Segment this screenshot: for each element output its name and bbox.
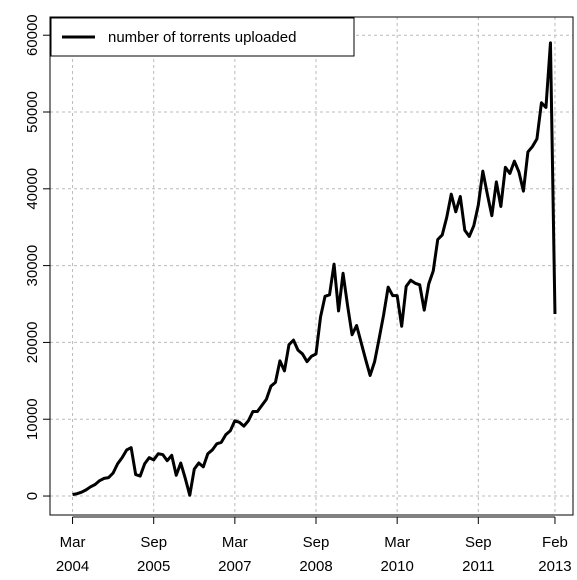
y-tick-label: 60000: [24, 14, 41, 56]
y-tick-label: 50000: [24, 91, 41, 133]
legend-label: number of torrents uploaded: [108, 29, 296, 46]
x-tick-label: Sep 2011: [462, 534, 494, 575]
legend-box: [50, 17, 355, 57]
y-tick-label: 40000: [24, 168, 41, 210]
y-tick-label: 0: [24, 492, 41, 500]
y-tick-label: 20000: [24, 322, 41, 364]
x-tick-label: Mar 2004: [56, 534, 89, 575]
y-tick-label: 30000: [24, 245, 41, 287]
data-line: [72, 41, 557, 497]
x-tick-label: Mar 2007: [218, 534, 251, 575]
y-tick-label: 10000: [24, 398, 41, 440]
x-tick-label: Feb 2013: [538, 534, 571, 575]
x-tick-label: Sep 2005: [137, 534, 170, 575]
x-tick-label: Sep 2008: [299, 534, 332, 575]
x-tick-label: Mar 2010: [380, 534, 413, 575]
